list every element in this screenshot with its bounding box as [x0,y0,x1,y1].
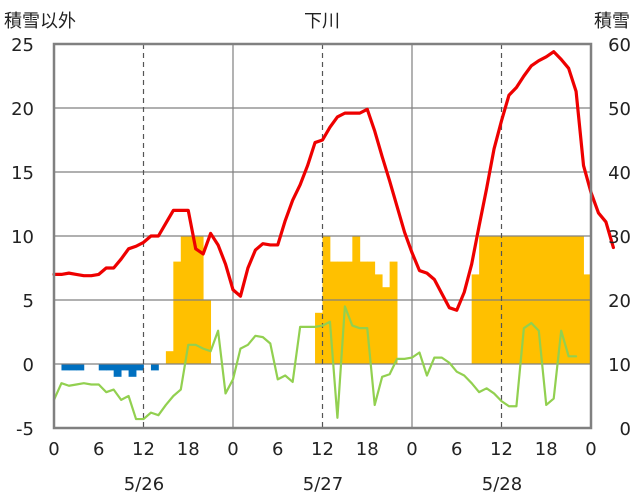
orange-bar [471,274,480,364]
orange-bar [173,261,182,364]
day-label-5-26: 5/26 [124,474,164,495]
right-tick-label: 40 [608,163,631,184]
blue-bar [121,364,129,371]
orange-bar [344,261,353,364]
right-tick-label: 30 [608,227,631,248]
blue-bar [106,364,115,371]
x-hour-tick-label: 0 [585,439,596,460]
plot-frame [52,42,593,430]
x-hour-tick-label: 0 [48,439,59,460]
bar-layer [61,236,592,377]
x-hour-tick-label: 12 [132,439,155,460]
blue-bar [113,364,122,377]
blue-bar [98,364,107,371]
x-hour-tick-label: 6 [93,439,104,460]
orange-bar [165,351,174,364]
right-tick-label: 10 [608,355,631,376]
day-label-5-28: 5/28 [482,474,522,495]
temperature-line [52,50,615,312]
line-layer [52,50,615,421]
chart-title: 下川 [304,11,340,32]
right-tick-label: 60 [608,35,631,56]
green-series-line [52,305,578,421]
left-tick-label: 25 [11,35,34,56]
blue-bar [68,364,77,371]
x-hour-tick-label: 12 [311,439,334,460]
orange-bar [583,274,592,364]
right-tick-label: 50 [608,99,631,120]
left-tick-label: 20 [11,99,34,120]
left-tick-label: 5 [23,291,34,312]
x-hour-tick-label: 12 [490,439,513,460]
right-tick-label: 0 [620,419,631,440]
orange-bar [329,261,338,364]
day-label-5-27: 5/27 [303,474,343,495]
blue-bar [61,364,70,371]
right-tick-label: 20 [608,291,631,312]
left-tick-label: 15 [11,163,34,184]
orange-bar [367,261,376,364]
blue-bar [136,364,144,371]
left-axis-label: 積雪以外 [4,11,76,32]
blue-bar [76,364,85,371]
orange-bar [359,261,368,364]
grid-layer [54,44,591,428]
orange-bar [374,274,383,364]
orange-bar [203,300,212,364]
orange-bar [315,312,323,364]
blue-bar [150,364,159,371]
orange-bar [389,261,398,364]
left-tick-label: 0 [23,355,34,376]
x-hour-tick-label: 18 [177,439,200,460]
x-hour-tick-label: 0 [227,439,238,460]
tick-label-layer: -5 0 5 10 15 20 25 0 10 20 30 40 50 60 0 6 12 18 0 6 12 18 0 6 1… [11,35,631,460]
x-hour-tick-label: 18 [535,439,558,460]
right-axis-label: 積雪 [594,11,630,32]
x-hour-tick-label: 6 [451,439,462,460]
orange-bar [382,287,391,364]
x-hour-tick-label: 0 [406,439,417,460]
left-tick-label: -5 [16,419,34,440]
x-hour-tick-label: 6 [272,439,283,460]
left-tick-label: 10 [11,227,34,248]
orange-bar [337,261,346,364]
blue-bar [128,364,137,377]
x-hour-tick-label: 18 [356,439,379,460]
